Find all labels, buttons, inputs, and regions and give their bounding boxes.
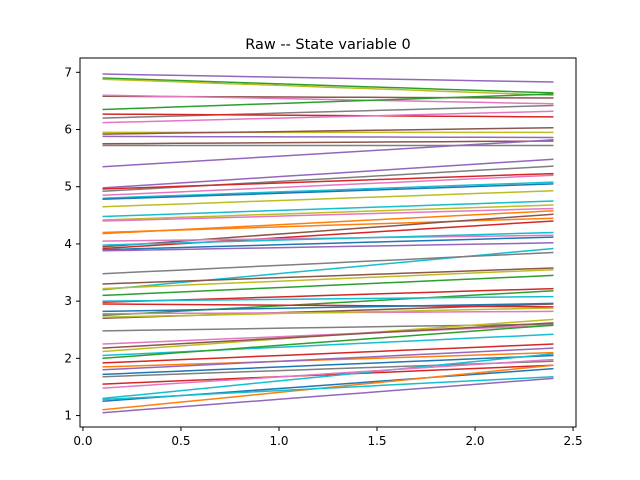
series-line-19 <box>102 181 554 199</box>
series-line-50 <box>102 333 554 357</box>
series-line-52 <box>102 343 554 364</box>
series-line-30 <box>102 231 554 246</box>
chart-title: Raw -- State variable 0 <box>245 37 411 53</box>
series-line-32 <box>102 242 554 252</box>
series-line-1 <box>102 77 554 94</box>
series-line-21 <box>102 189 554 208</box>
series-line-0 <box>102 73 554 83</box>
plot-frame <box>79 57 577 428</box>
series-line-10 <box>102 127 554 135</box>
y-tick-label: 6 <box>64 123 72 137</box>
series-line-24 <box>102 207 554 222</box>
series-line-57 <box>102 364 554 385</box>
series-line-14 <box>102 139 554 168</box>
series-line-8 <box>102 110 554 124</box>
series-line-34 <box>102 251 554 275</box>
series-line-23 <box>102 204 554 221</box>
y-tick-label: 3 <box>64 294 72 308</box>
series-line-53 <box>102 351 554 368</box>
series-line-62 <box>102 375 554 401</box>
series-line-40 <box>102 295 554 302</box>
series-line-45 <box>102 307 554 318</box>
x-tick-label: 0.5 <box>171 434 190 448</box>
series-line-17 <box>102 172 554 190</box>
series-line-15 <box>102 158 554 189</box>
series-line-7 <box>102 113 554 118</box>
x-tick-label: 1.0 <box>269 434 288 448</box>
series-line-39 <box>102 290 554 317</box>
series-line-31 <box>102 236 554 251</box>
series-line-6 <box>102 104 554 119</box>
x-tick-label: 2.5 <box>564 434 583 448</box>
series-line-63 <box>102 377 554 414</box>
series-line-13 <box>102 140 554 145</box>
y-tick-label: 4 <box>64 237 72 251</box>
x-axis: 0.0 0.5 1.0 1.5 2.0 2.5 <box>73 427 583 448</box>
series-layer <box>102 73 554 414</box>
series-line-43 <box>102 302 554 313</box>
x-tick-label: 0.0 <box>73 434 92 448</box>
y-axis: 1 2 3 4 5 6 7 <box>64 65 80 423</box>
y-tick-label: 5 <box>64 180 72 194</box>
series-line-5 <box>102 93 554 111</box>
series-line-20 <box>102 183 554 201</box>
series-line-49 <box>102 322 554 349</box>
x-tick-label: 1.5 <box>367 434 386 448</box>
series-line-42 <box>102 303 554 308</box>
series-line-51 <box>102 324 554 360</box>
series-line-11 <box>102 135 554 139</box>
series-line-54 <box>102 347 554 371</box>
series-line-22 <box>102 200 554 218</box>
y-tick-label: 7 <box>64 65 72 79</box>
series-line-48 <box>102 324 554 345</box>
series-line-28 <box>102 220 554 250</box>
series-line-4 <box>102 94 554 105</box>
series-line-18 <box>102 174 554 197</box>
series-line-2 <box>102 78 554 96</box>
series-line-36 <box>102 268 554 290</box>
series-line-26 <box>102 209 554 235</box>
series-line-27 <box>102 213 554 248</box>
y-tick-label: 2 <box>64 351 72 365</box>
series-line-35 <box>102 267 554 285</box>
series-line-60 <box>102 358 554 389</box>
series-line-37 <box>102 274 554 297</box>
series-line-55 <box>102 354 554 376</box>
x-tick-label: 2.0 <box>465 434 484 448</box>
y-tick-label: 1 <box>64 409 72 423</box>
series-line-58 <box>102 353 554 400</box>
